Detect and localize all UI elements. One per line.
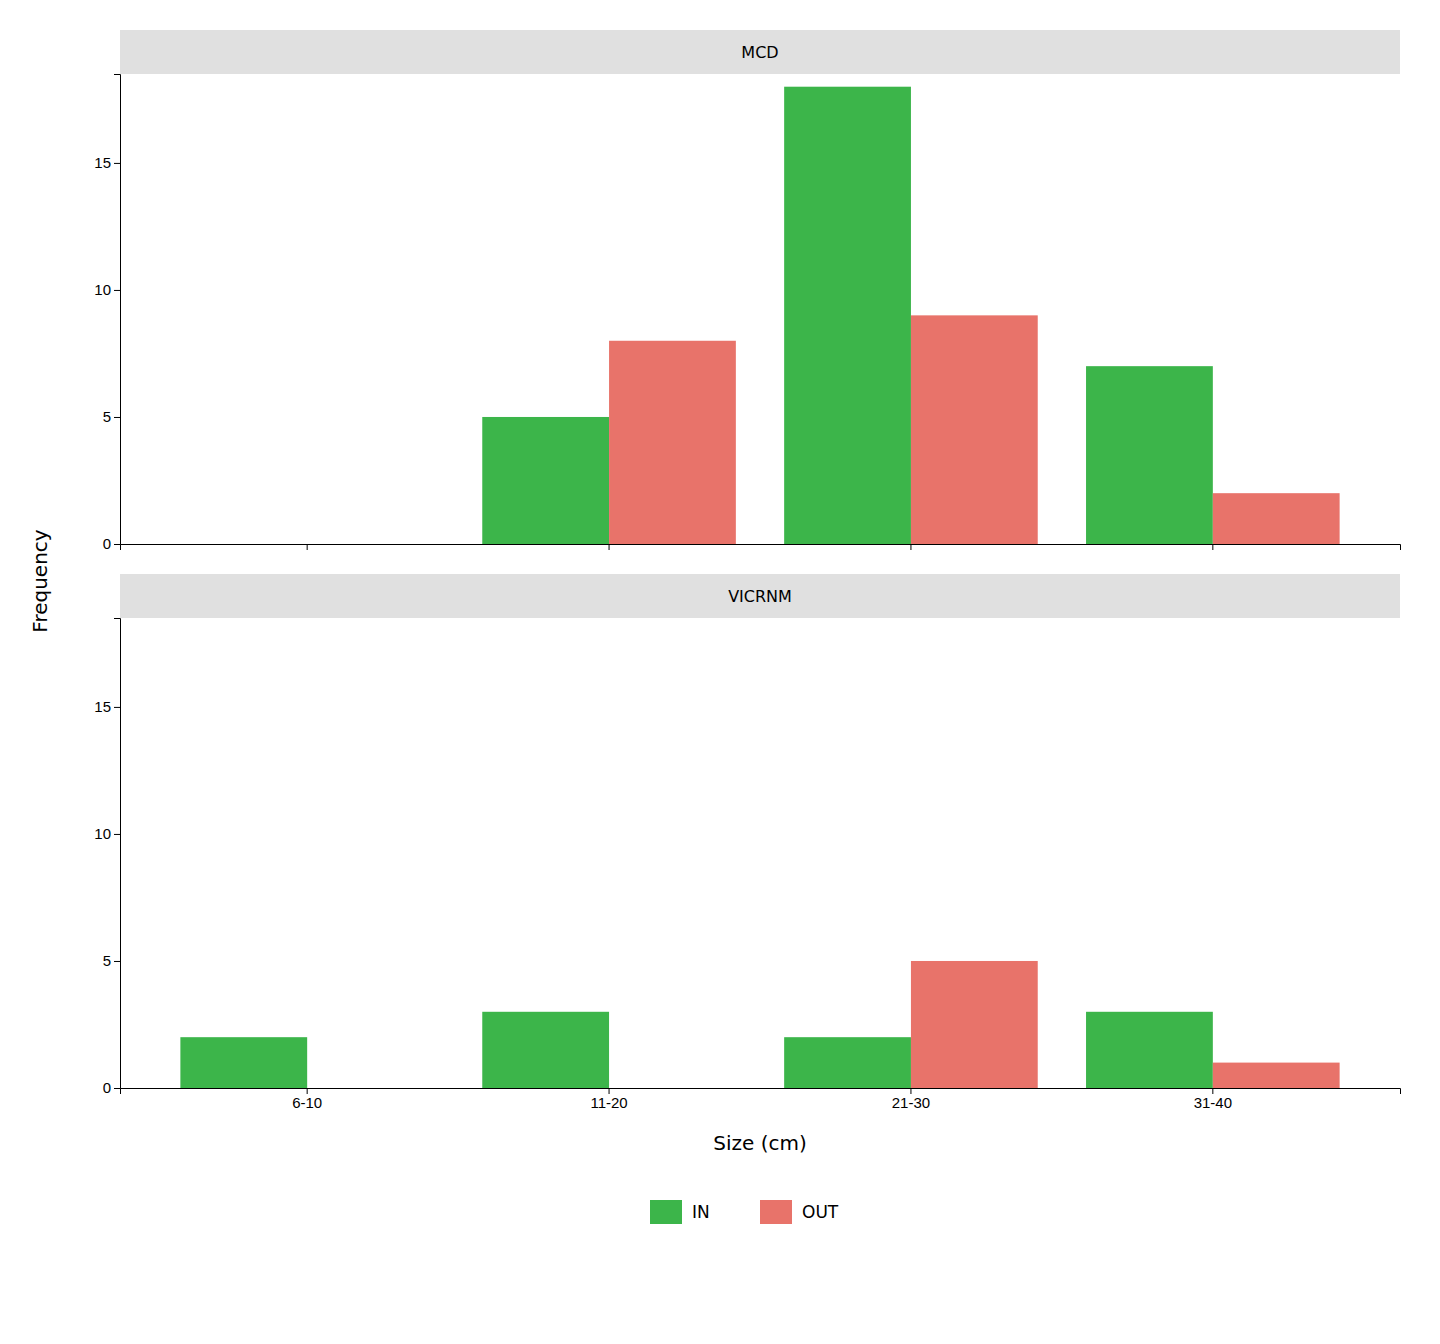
tick-label: 6-10 (292, 1094, 322, 1111)
tick: 21-30 (892, 1088, 930, 1111)
tick-mark (114, 417, 120, 418)
tick-mark (114, 544, 120, 545)
tick-mark (114, 1088, 120, 1089)
y-axis-title: Frequency (28, 529, 52, 632)
tick-mark (609, 544, 610, 550)
bar (1086, 1012, 1213, 1088)
bar (1213, 493, 1340, 544)
legend-item: IN (650, 1200, 710, 1224)
tick-mark (114, 834, 120, 835)
tick (307, 544, 308, 550)
bar (784, 1037, 911, 1088)
tick: 15 (94, 698, 120, 715)
tick-label: 15 (94, 698, 111, 715)
legend-swatch (760, 1200, 792, 1224)
tick-mark (114, 707, 120, 708)
tick: 10 (94, 825, 120, 842)
panel-strip (120, 30, 1400, 74)
tick-mark (307, 544, 308, 550)
bar (1086, 366, 1213, 544)
series (180, 1012, 1212, 1088)
tick: 15 (94, 154, 120, 171)
x-axis (121, 544, 1401, 550)
panel-title: MCD (741, 43, 778, 62)
axis-line (121, 545, 1401, 551)
tick-mark (114, 163, 120, 164)
tick-mark (114, 961, 120, 962)
tick-mark (1212, 544, 1213, 550)
series (482, 87, 1213, 544)
tick-label: 10 (94, 281, 111, 298)
bars (482, 87, 1339, 544)
bar (307, 1088, 434, 1089)
tick: 5 (103, 408, 120, 425)
axis-line (114, 619, 121, 1089)
tick-mark (114, 290, 120, 291)
tick: 31-40 (1194, 1088, 1232, 1111)
panel-strip (120, 574, 1400, 618)
bars (180, 961, 1339, 1088)
tick-label: 21-30 (892, 1094, 930, 1111)
legend-item: OUT (760, 1200, 839, 1224)
tick: 5 (103, 952, 120, 969)
legend-swatch (650, 1200, 682, 1224)
tick-label: 5 (103, 408, 111, 425)
tick-label: 11-20 (590, 1094, 627, 1111)
tick: 11-20 (590, 1088, 627, 1111)
panel: MCD 0 5 10 15 (94, 30, 1400, 552)
tick-mark (910, 544, 911, 550)
bar (911, 315, 1038, 544)
y-axis: 0 5 10 15 (94, 619, 120, 1097)
tick: 10 (94, 281, 120, 298)
y-axis: 0 5 10 15 (94, 75, 120, 553)
legend: IN OUT (650, 1200, 839, 1224)
bar (609, 341, 736, 544)
bar (609, 1088, 736, 1089)
x-axis: 6-10 11-20 21-30 31-40 (121, 1088, 1401, 1111)
tick: 6-10 (292, 1088, 322, 1111)
x-axis-title: Size (cm) (713, 1131, 807, 1155)
panel: VICRNM 0 5 10 15 6-10 11-20 21-30 31-40 Size (cm) (94, 574, 1400, 1155)
panel-title: VICRNM (728, 587, 792, 606)
tick-label: 0 (103, 1079, 111, 1096)
tick-label: 31-40 (1194, 1094, 1232, 1111)
bar (307, 544, 434, 545)
bar (180, 1037, 307, 1088)
bar (911, 961, 1038, 1088)
legend-label: IN (692, 1202, 710, 1222)
series (911, 961, 1340, 1088)
tick: 0 (103, 535, 120, 552)
series (609, 315, 1340, 544)
tick: 0 (103, 1079, 120, 1096)
bar (482, 1012, 609, 1088)
tick (1212, 544, 1213, 550)
tick (609, 544, 610, 550)
tick-label: 0 (103, 535, 111, 552)
tick (910, 544, 911, 550)
legend-label: OUT (802, 1202, 839, 1222)
bar (482, 417, 609, 544)
bar (1213, 1063, 1340, 1088)
tick-label: 15 (94, 154, 111, 171)
bar (180, 544, 307, 545)
chart: MCD 0 5 10 15 VICRNM 0 5 10 15 6-10 11-20 21-30 31-40… (0, 0, 1440, 1344)
tick-label: 10 (94, 825, 111, 842)
axis-line (114, 75, 121, 545)
bar (784, 87, 911, 544)
tick-label: 5 (103, 952, 111, 969)
